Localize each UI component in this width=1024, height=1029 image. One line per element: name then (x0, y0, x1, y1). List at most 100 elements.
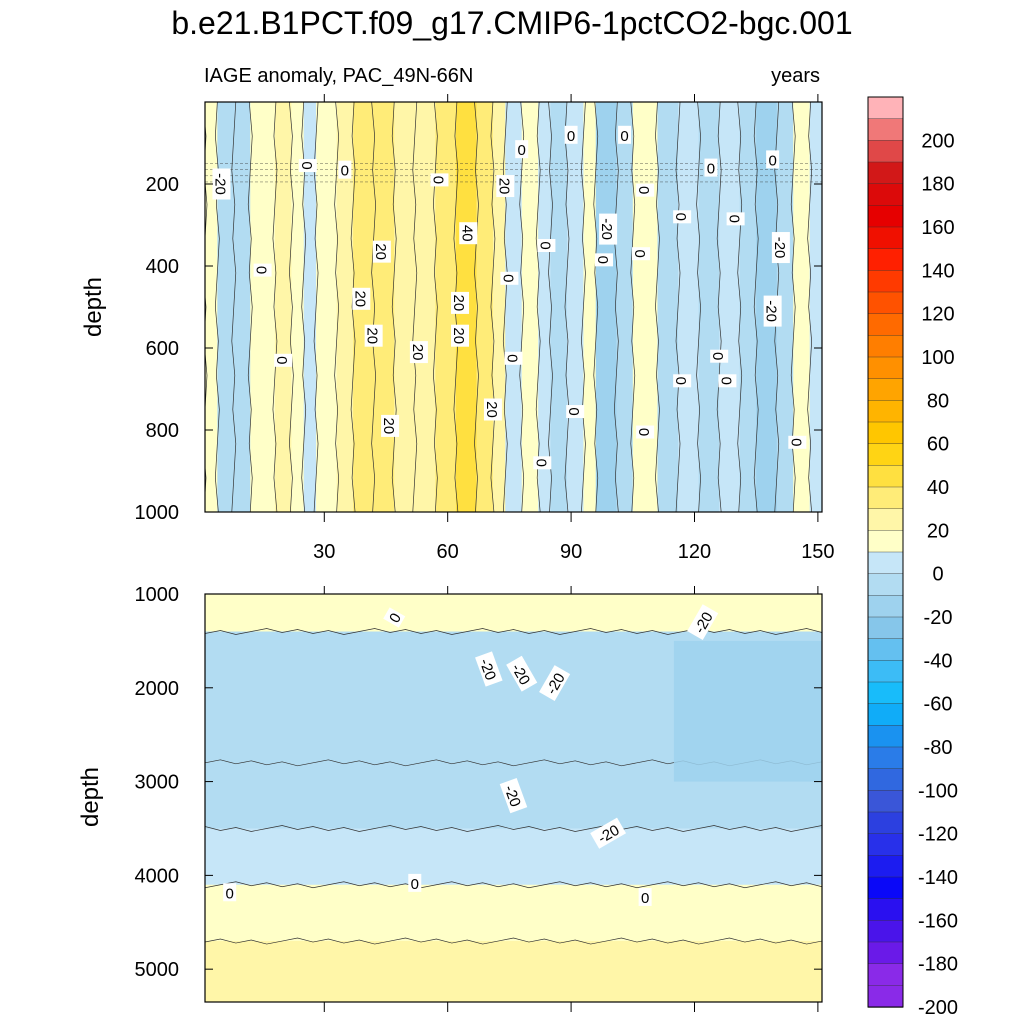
contour-label: 20 (380, 414, 400, 437)
contour-label-bg (496, 175, 515, 198)
contour-label-text: 0 (635, 186, 652, 194)
contour-label: 20 (409, 341, 428, 364)
contour-label-bg (771, 232, 790, 264)
contour-label-bg (766, 150, 780, 169)
contour-label: 20 (483, 398, 502, 421)
contour-label: 0 (704, 158, 718, 178)
contour-label-text: 0 (565, 407, 582, 415)
contour-line (474, 102, 479, 512)
contour-label-bg (566, 405, 585, 419)
heatmap-cell (414, 102, 436, 512)
contour-label-text: -20 (476, 656, 499, 682)
contour-label-text: 20 (450, 295, 467, 312)
contour-label: 0 (631, 247, 651, 261)
contour-line (737, 102, 743, 512)
contour-label-bg (673, 210, 692, 224)
colorbar-segment (867, 920, 904, 943)
contour-line (613, 102, 619, 512)
contour-label-text: 0 (709, 352, 726, 360)
y-tick-label: 4000 (135, 865, 180, 887)
contour-label-text: -20 (763, 300, 780, 322)
contour-label-bg (253, 263, 272, 277)
x-tick-label: 120 (678, 541, 711, 563)
heatmap-cell (632, 102, 659, 512)
contour-label-bg (599, 213, 618, 245)
contour-label: 20 (450, 291, 470, 314)
contour-label-text: 40 (458, 225, 475, 242)
heatmap-cell (233, 102, 251, 512)
colorbar-segment (867, 963, 904, 987)
contour-label: -20 (211, 168, 231, 200)
heatmap-cell (521, 102, 539, 512)
colorbar-segment (867, 486, 904, 510)
contour-label: 0 (253, 263, 272, 277)
contour-label: 0 (709, 349, 729, 363)
contour-label-bg (352, 287, 371, 310)
colorbar-segment (867, 941, 904, 965)
contour-label: 20 (364, 324, 383, 347)
contour-label-bg (788, 435, 807, 449)
y-tick-label: 400 (146, 256, 179, 278)
heatmap-cell (274, 102, 292, 512)
contour-label-bg (499, 778, 528, 814)
x-tick-label: 30 (313, 541, 335, 563)
colorbar-segment (867, 833, 904, 857)
contour-label-bg (590, 817, 627, 849)
contour-label-bg (338, 160, 352, 179)
contour-label-text: -20 (771, 237, 788, 259)
contour-line (593, 102, 599, 512)
heatmap-band (205, 828, 822, 886)
contour-label-bg (537, 239, 556, 252)
contour-label-text: 20 (351, 290, 368, 307)
contour-label-text: 0 (635, 428, 652, 436)
heatmap-cell (657, 102, 679, 512)
upper-panel-left-label: IAGE anomaly, PAC_49N-66N (204, 65, 473, 87)
y-tick-label: 2000 (135, 678, 180, 700)
colorbar-tick-label: -200 (918, 997, 958, 1019)
upper-panel: -2000 0020202020200402020202000000000-200… (135, 94, 835, 563)
heatmap-cell (776, 102, 794, 512)
contour-label-bg (408, 873, 422, 892)
colorbar-segment (867, 898, 904, 922)
contour-label-text: 0 (536, 241, 553, 249)
contour-line (350, 102, 356, 512)
contour-label: 0 (383, 607, 406, 628)
contour-label-text: 0 (532, 459, 549, 467)
heatmap-cell (205, 102, 218, 512)
colorbar-tick-label: 60 (927, 434, 949, 456)
heatmap-cell (616, 102, 634, 512)
heatmap-cell (303, 102, 317, 512)
colorbar-segment (867, 790, 904, 813)
contour-label: 0 (532, 456, 552, 470)
colorbar-tick-label: -140 (918, 867, 958, 889)
contour-label: 0 (672, 374, 692, 388)
colorbar-segment (867, 205, 904, 228)
contour-line (272, 102, 278, 512)
contour-label-text: 0 (273, 356, 290, 364)
colorbar-segment (867, 530, 904, 553)
contour-label: 0 (635, 425, 655, 439)
contour-label-bg (638, 887, 652, 906)
contour-label-text: -20 (598, 218, 615, 240)
contour-label-bg (451, 324, 470, 347)
contour-line (675, 102, 681, 512)
contour-label-bg (564, 125, 578, 144)
heatmap-cell (809, 102, 822, 512)
colorbar-segment (867, 551, 904, 575)
colorbar-segment (867, 985, 904, 1008)
colorbar-segment (867, 183, 904, 207)
colorbar-tick-label: -120 (918, 824, 958, 846)
colorbar-segment (867, 400, 904, 423)
colorbar-segment (867, 465, 904, 488)
contour-label-bg (459, 222, 478, 245)
x-tick-label: 150 (801, 541, 834, 563)
contour-label: 0 (536, 239, 556, 252)
contour-line (535, 102, 541, 512)
contour-label: 0 (298, 159, 317, 173)
contour-label-bg (504, 351, 523, 365)
contour-label-text: 0 (672, 377, 689, 385)
colorbar-segment (867, 96, 904, 120)
colorbar-tick-label: 160 (921, 217, 954, 239)
contour-label: 0 (717, 374, 737, 388)
contour-label-bg (383, 607, 406, 628)
